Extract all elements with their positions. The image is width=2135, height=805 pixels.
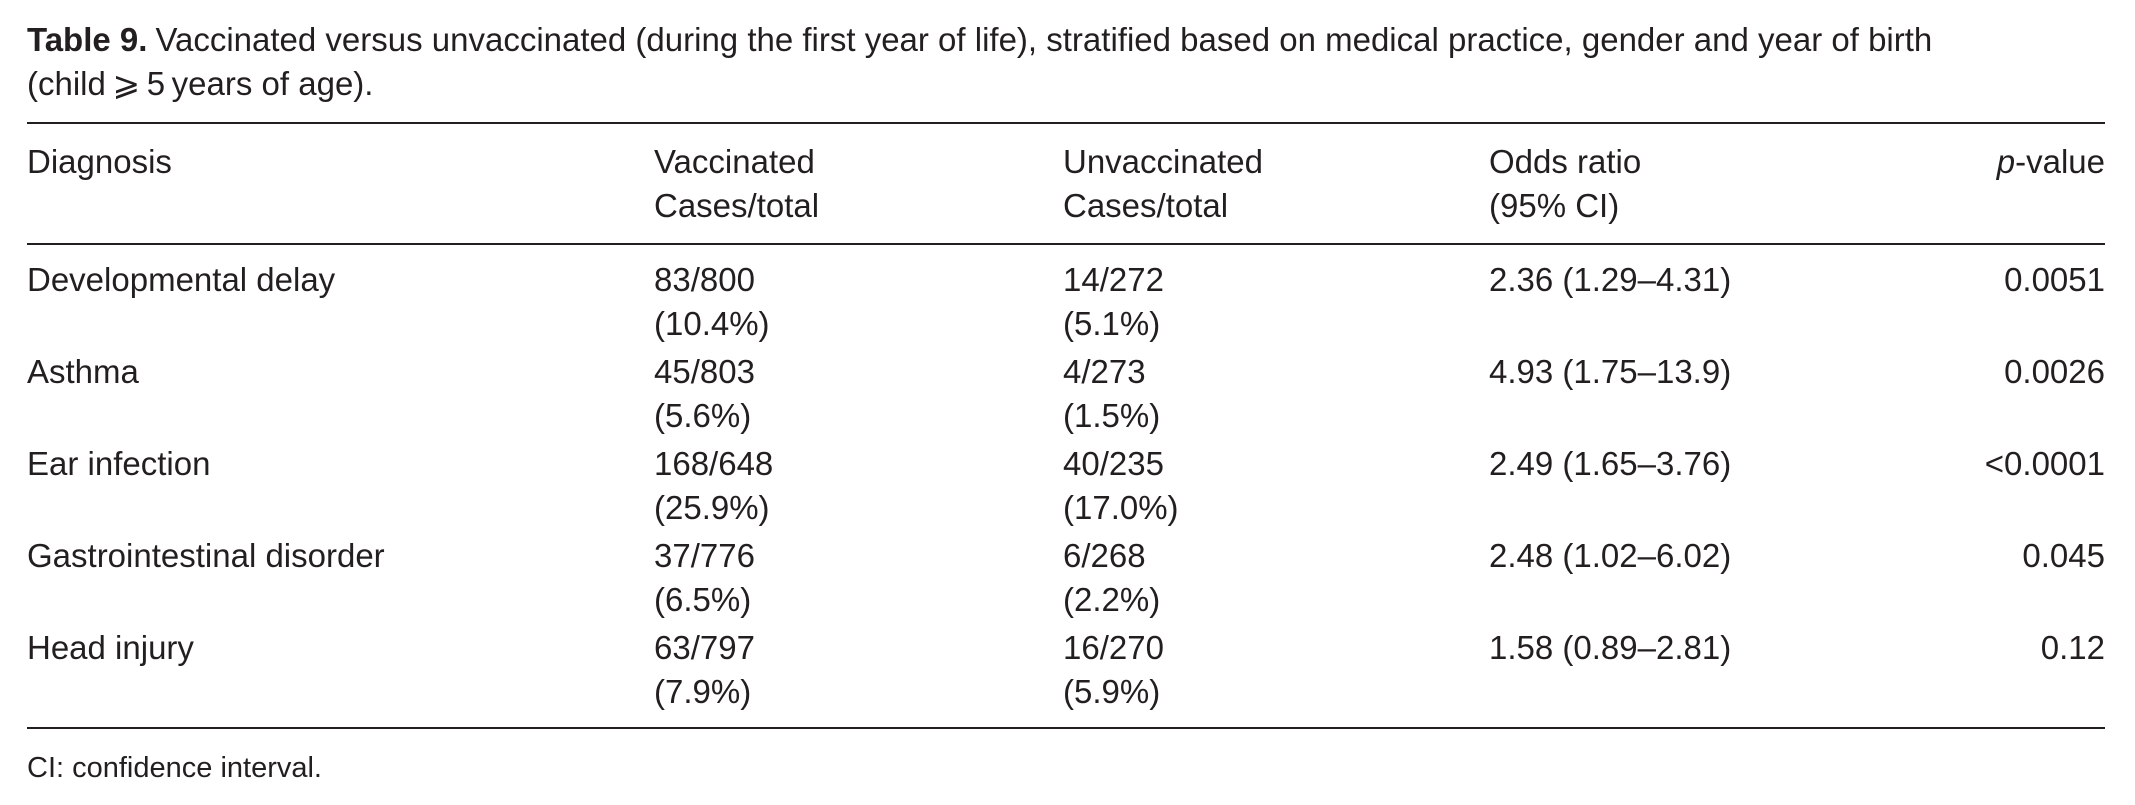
vaccinated-cases: 83/800	[654, 261, 755, 298]
table-label: Table 9.	[27, 21, 148, 58]
vaccinated-cases: 168/648	[654, 445, 774, 482]
row-unvaccinated: 4/273 (1.5%)	[1063, 350, 1160, 438]
vaccinated-percent: (5.6%)	[654, 397, 752, 434]
unvaccinated-percent: (17.0%)	[1063, 489, 1179, 526]
row-p-value: 0.0026	[2004, 353, 2105, 390]
vaccinated-cases: 63/797	[654, 629, 755, 666]
vaccinated-percent: (10.4%)	[654, 305, 770, 342]
header-vaccinated: Vaccinated Cases/total	[654, 140, 819, 228]
unvaccinated-cases: 14/272	[1063, 261, 1164, 298]
row-odds-ratio: 2.36 (1.29–4.31)	[1489, 261, 1732, 298]
header-p-value: p-value	[1845, 140, 2105, 184]
row-vaccinated: 45/803 (5.6%)	[654, 350, 755, 438]
vaccinated-cases: 37/776	[654, 537, 755, 574]
header-unvaccinated-line2: Cases/total	[1063, 187, 1229, 224]
header-vaccinated-line1: Vaccinated	[654, 143, 815, 180]
unvaccinated-cases: 4/273	[1063, 353, 1146, 390]
row-unvaccinated: 40/235 (17.0%)	[1063, 442, 1179, 530]
header-unvaccinated-line1: Unvaccinated	[1063, 143, 1263, 180]
row-diagnosis: Developmental delay	[27, 261, 336, 298]
row-odds-ratio: 4.93 (1.75–13.9)	[1489, 353, 1732, 390]
row-p-value: 0.045	[2022, 537, 2105, 574]
row-diagnosis: Ear infection	[27, 445, 211, 482]
unvaccinated-percent: (5.1%)	[1063, 305, 1161, 342]
header-diagnosis: Diagnosis	[27, 140, 172, 184]
vaccinated-percent: (7.9%)	[654, 673, 752, 710]
table-footnote: CI: confidence interval.	[27, 752, 322, 784]
row-diagnosis: Head injury	[27, 629, 194, 666]
header-p-italic: p	[1996, 143, 2016, 180]
header-diagnosis-label: Diagnosis	[27, 143, 172, 180]
row-vaccinated: 168/648 (25.9%)	[654, 442, 773, 530]
row-p-value: 0.12	[2040, 629, 2105, 666]
table-caption: Table 9. Vaccinated versus unvaccinated (…	[27, 18, 2107, 106]
unvaccinated-percent: (1.5%)	[1063, 397, 1161, 434]
row-p-value: <0.0001	[1984, 445, 2105, 482]
table-bottom-rule	[27, 727, 2105, 729]
row-unvaccinated: 14/272 (5.1%)	[1063, 258, 1164, 346]
row-p-value: 0.0051	[2004, 261, 2105, 298]
vaccinated-percent: (6.5%)	[654, 581, 752, 618]
header-odds-ratio-line1: Odds ratio	[1489, 143, 1642, 180]
vaccinated-cases: 45/803	[654, 353, 755, 390]
unvaccinated-cases: 40/235	[1063, 445, 1164, 482]
row-vaccinated: 37/776 (6.5%)	[654, 534, 755, 622]
vaccinated-percent: (25.9%)	[654, 489, 770, 526]
header-p-rest: -value	[2015, 143, 2105, 180]
caption-text-line1: Vaccinated versus unvaccinated (during t…	[155, 21, 1933, 58]
header-odds-ratio: Odds ratio (95% CI)	[1489, 140, 1641, 228]
table-top-rule	[27, 122, 2105, 124]
row-diagnosis: Asthma	[27, 353, 139, 390]
header-unvaccinated: Unvaccinated Cases/total	[1063, 140, 1263, 228]
unvaccinated-percent: (2.2%)	[1063, 581, 1161, 618]
row-odds-ratio: 2.48 (1.02–6.02)	[1489, 537, 1732, 574]
unvaccinated-percent: (5.9%)	[1063, 673, 1161, 710]
header-vaccinated-line2: Cases/total	[654, 187, 820, 224]
row-unvaccinated: 6/268 (2.2%)	[1063, 534, 1160, 622]
table-header-rule	[27, 243, 2105, 245]
row-vaccinated: 83/800 (10.4%)	[654, 258, 770, 346]
row-odds-ratio: 2.49 (1.65–3.76)	[1489, 445, 1732, 482]
row-unvaccinated: 16/270 (5.9%)	[1063, 626, 1164, 714]
unvaccinated-cases: 6/268	[1063, 537, 1146, 574]
header-odds-ratio-line2: (95% CI)	[1489, 187, 1620, 224]
unvaccinated-cases: 16/270	[1063, 629, 1164, 666]
row-diagnosis: Gastrointestinal disorder	[27, 537, 385, 574]
row-vaccinated: 63/797 (7.9%)	[654, 626, 755, 714]
row-odds-ratio: 1.58 (0.89–2.81)	[1489, 629, 1732, 666]
caption-text-line2: (child ⩾ 5 years of age).	[27, 65, 374, 102]
